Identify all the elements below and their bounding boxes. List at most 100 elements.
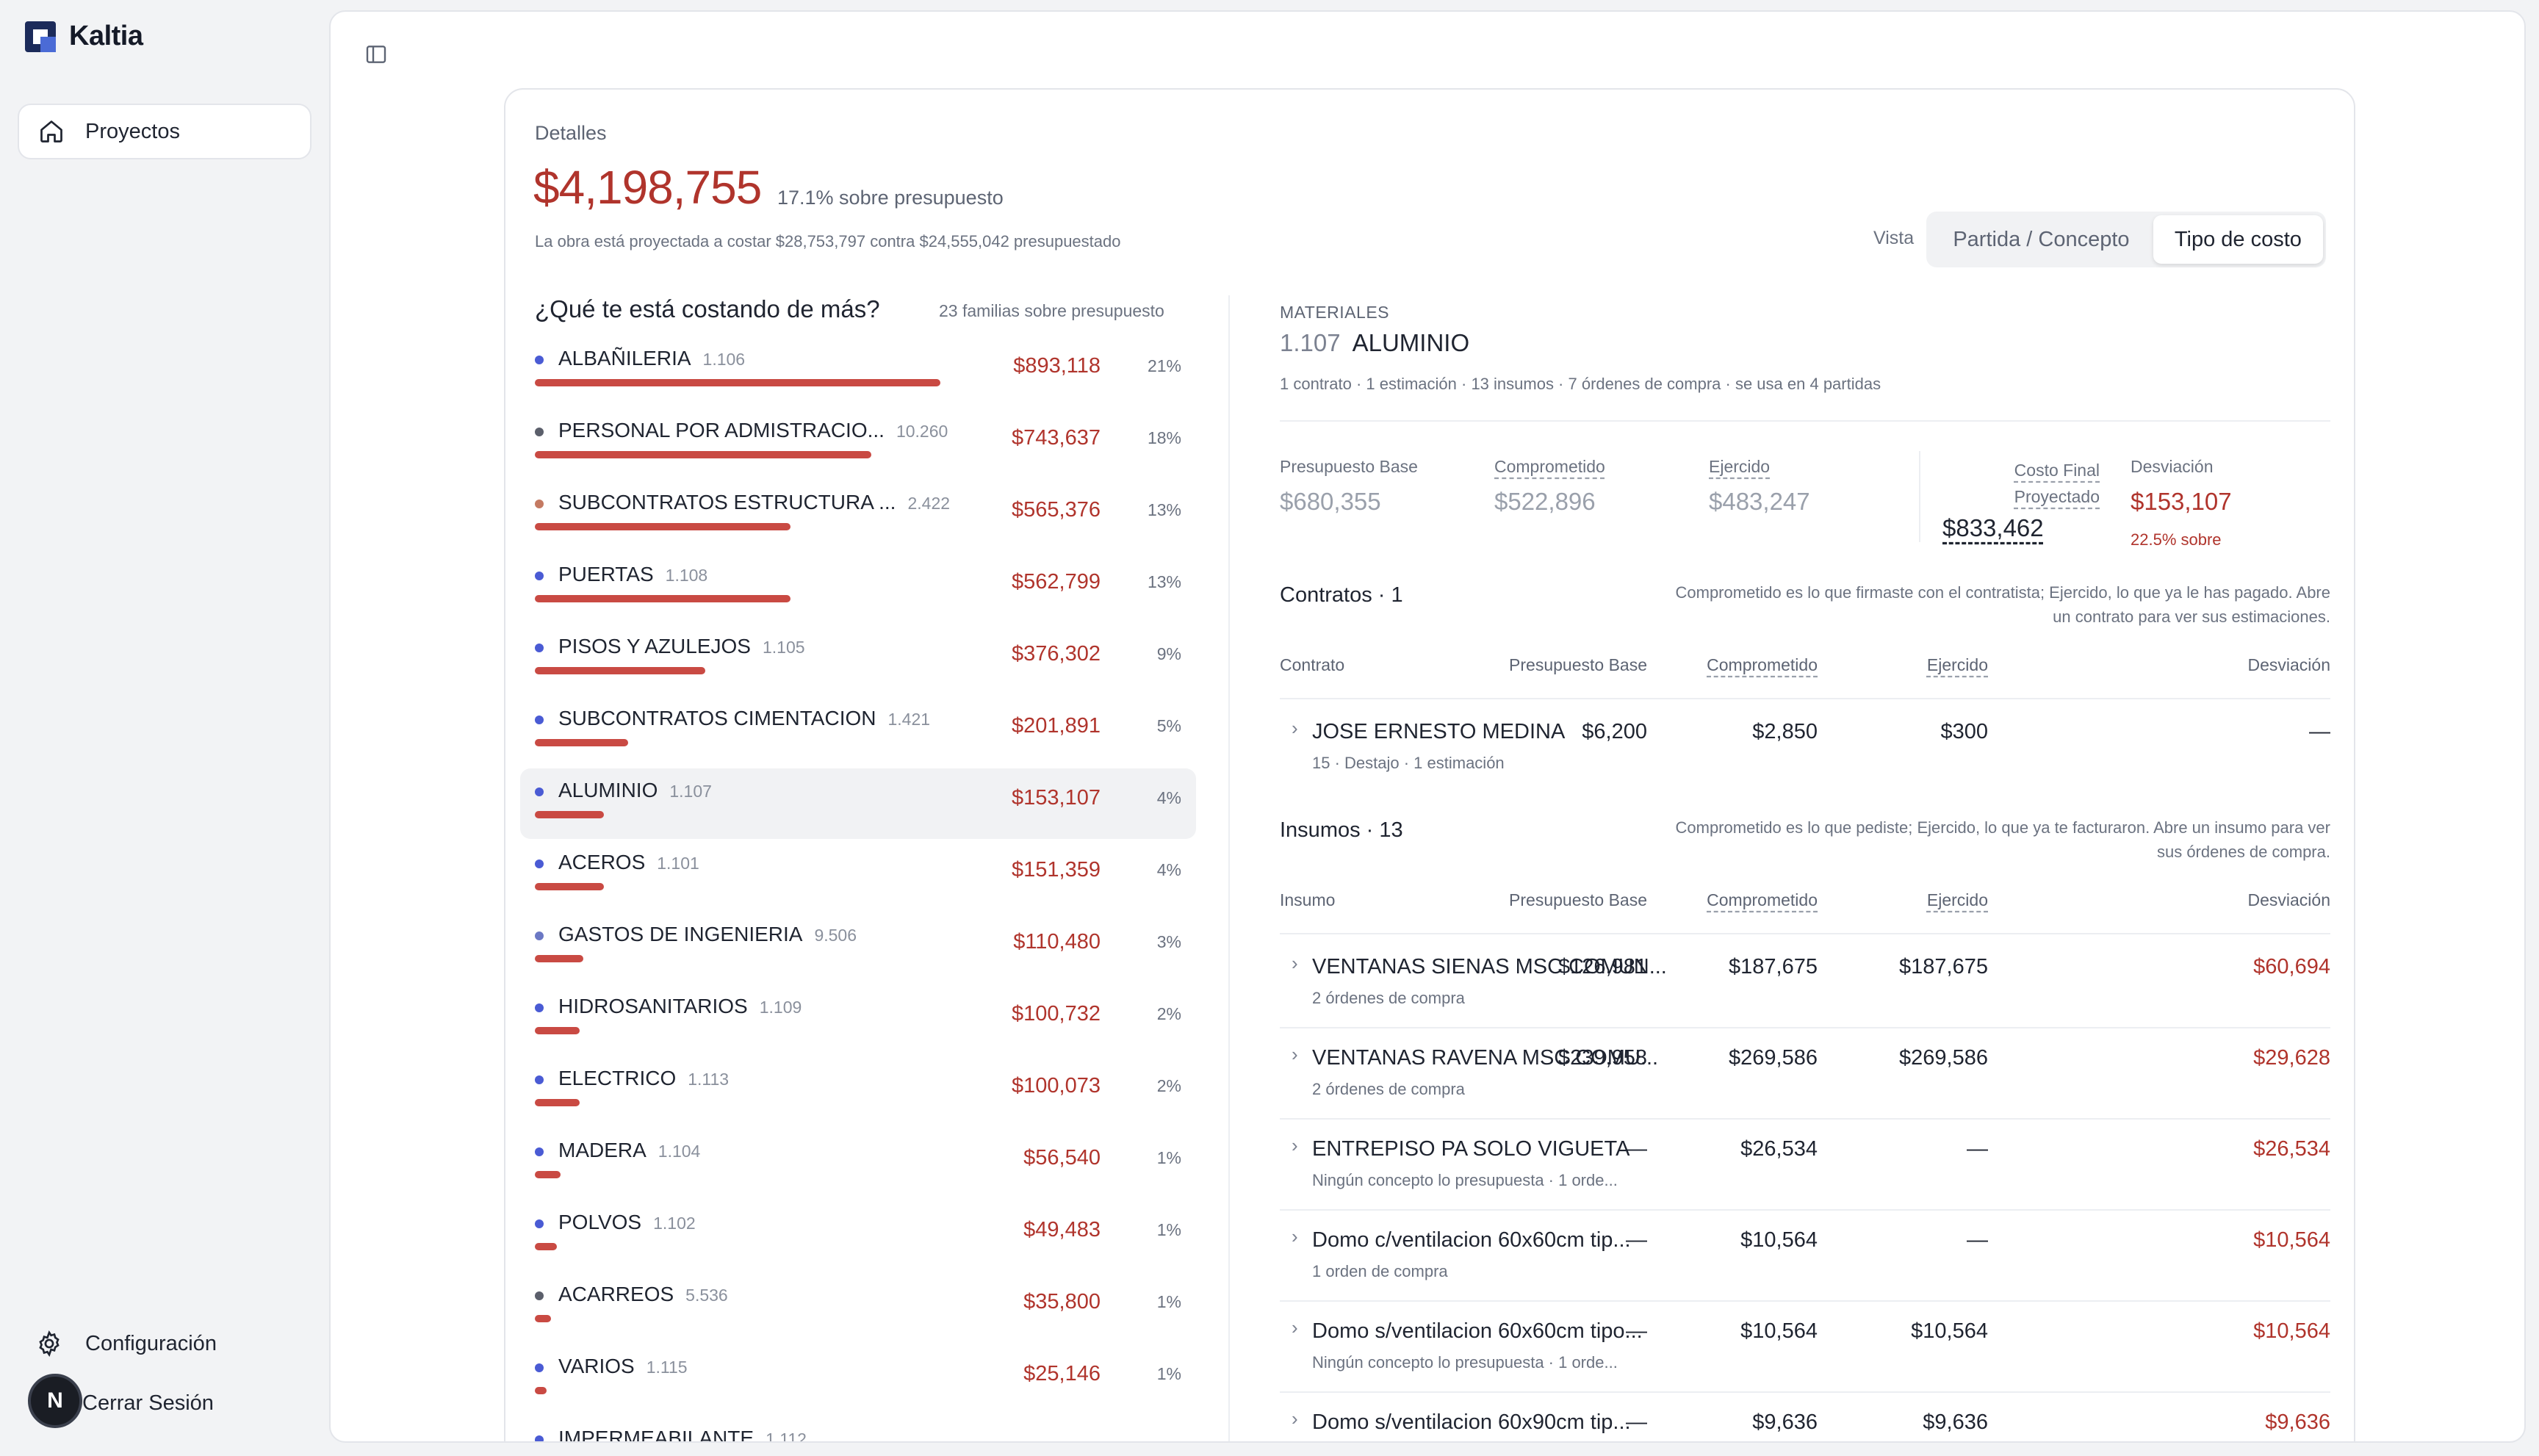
contratos-row-name[interactable]: JOSE ERNESTO MEDINA: [1312, 720, 1566, 743]
insumos-row-ejer: —: [1967, 1228, 1988, 1252]
insumos-row-sub: Ningún concepto lo presupuesta · 1 orde.…: [1312, 1353, 1618, 1372]
family-row[interactable]: PUERTAS 1.108 $562,799 13%: [520, 552, 1196, 623]
divider: [1280, 933, 2330, 934]
family-percent: 9%: [1156, 644, 1181, 663]
family-bar: [535, 739, 628, 746]
family-name-text: ALUMINIO: [558, 779, 658, 801]
insumos-header-2[interactable]: Comprometido: [1707, 890, 1818, 909]
family-name-text: VARIOS: [558, 1355, 635, 1377]
family-row[interactable]: PERSONAL POR ADMISTRACIO... 10.260 $743,63…: [520, 408, 1196, 479]
insumos-row-name[interactable]: ENTREPISO PA SOLO VIGUETA: [1312, 1137, 1630, 1161]
insumos-row-name[interactable]: Domo s/ventilacion 60x90cm tip...: [1312, 1410, 1631, 1434]
family-row[interactable]: ACARREOS 5.536 $35,800 1%: [520, 1272, 1196, 1343]
family-amount: $100,073: [1012, 1074, 1101, 1098]
stat-ejercido-value: $483,247: [1709, 488, 1810, 515]
family-bar: [535, 1171, 561, 1178]
family-name-text: MADERA: [558, 1139, 647, 1161]
contratos-header-4: Desviación: [2247, 655, 2331, 674]
row-divider: [1280, 1027, 2330, 1028]
view-option-tipo-costo[interactable]: Tipo de costo: [2153, 215, 2323, 264]
family-name-text: IMPERMEABILANTE: [558, 1427, 755, 1443]
family-bar: [535, 1027, 580, 1034]
family-name-text: ELECTRICO: [558, 1067, 677, 1089]
stat-ejercido-label[interactable]: Ejercido: [1709, 457, 1771, 476]
family-row[interactable]: IMPERMEABILANTE 1.112: [520, 1416, 1196, 1443]
view-option-partida[interactable]: Partida / Concepto: [1953, 227, 2130, 251]
stat-costo-final-label[interactable]: Costo Final Proyectado: [1982, 457, 2100, 510]
family-amount: $110,480: [1013, 930, 1101, 954]
family-row[interactable]: SUBCONTRATOS CIMENTACION 1.421 $201,891 5%: [520, 696, 1196, 767]
avatar[interactable]: N: [28, 1374, 82, 1428]
family-name: HIDROSANITARIOS 1.109: [558, 995, 802, 1018]
sidebar-item-proyectos[interactable]: Proyectos: [18, 104, 311, 159]
family-amount: $201,891: [1012, 714, 1101, 738]
family-dot: [535, 1291, 544, 1300]
divider: [1280, 420, 2330, 422]
chevron-right-icon[interactable]: ›: [1292, 717, 1298, 739]
chevron-right-icon[interactable]: ›: [1292, 1408, 1298, 1430]
stat-comprometido-label[interactable]: Comprometido: [1494, 457, 1605, 476]
family-name: PISOS Y AZULEJOS 1.105: [558, 635, 805, 658]
family-amount: $153,107: [1012, 786, 1101, 810]
family-amount: $35,800: [1023, 1290, 1101, 1313]
family-row[interactable]: ACEROS 1.101 $151,359 4%: [520, 840, 1196, 911]
chevron-right-icon[interactable]: ›: [1292, 1134, 1298, 1156]
family-row[interactable]: PISOS Y AZULEJOS 1.105 $376,302 9%: [520, 624, 1196, 695]
chevron-right-icon[interactable]: ›: [1292, 952, 1298, 974]
insumos-row-name[interactable]: VENTANAS RAVENA MSC COMU...: [1312, 1046, 1659, 1070]
family-percent: 3%: [1156, 932, 1181, 951]
contratos-header-3[interactable]: Ejercido: [1926, 655, 1988, 674]
insumos-row-ejer: $10,564: [1911, 1319, 1988, 1343]
projected-overrun-total: $4,198,755: [533, 161, 762, 214]
family-code: 5.536: [685, 1286, 728, 1305]
family-row[interactable]: SUBCONTRATOS ESTRUCTURA ... 2.422 $565,376…: [520, 480, 1196, 551]
family-row[interactable]: VARIOS 1.115 $25,146 1%: [520, 1344, 1196, 1415]
contratos-header-1: Presupuesto Base: [1509, 655, 1647, 674]
family-code: 9.506: [814, 926, 857, 945]
insumos-note-line-1: Comprometido es lo que pediste; Ejercido…: [1675, 818, 2331, 837]
insumos-row-name[interactable]: Domo s/ventilacion 60x60cm tipo...: [1312, 1319, 1643, 1343]
family-row[interactable]: POLVOS 1.102 $49,483 1%: [520, 1200, 1196, 1271]
insumos-row-base: —: [1626, 1137, 1647, 1161]
chevron-right-icon[interactable]: ›: [1292, 1316, 1298, 1338]
family-name: VARIOS 1.115: [558, 1355, 688, 1378]
chevron-right-icon[interactable]: ›: [1292, 1225, 1298, 1247]
family-row[interactable]: ALBAÑILERIA 1.106 $893,118 21%: [520, 336, 1196, 407]
insumos-row-ejer: —: [1967, 1137, 1988, 1161]
insumos-header-3[interactable]: Ejercido: [1926, 890, 1988, 909]
family-dot: [535, 500, 544, 508]
material-summary: 1 contrato · 1 estimación · 13 insumos ·…: [1280, 375, 1881, 393]
insumos-row-name[interactable]: Domo c/ventilacion 60x60cm tip...: [1312, 1228, 1631, 1252]
family-row[interactable]: GASTOS DE INGENIERIA 9.506 $110,480 3%: [520, 912, 1196, 983]
family-code: 1.104: [658, 1142, 701, 1161]
view-toggle: Partida / Concepto Tipo de costo: [1926, 212, 2326, 267]
family-row[interactable]: MADERA 1.104 $56,540 1%: [520, 1128, 1196, 1199]
insumos-header-4: Desviación: [2247, 890, 2331, 909]
family-amount: $25,146: [1023, 1362, 1101, 1385]
family-row[interactable]: ALUMINIO 1.107 $153,107 4%: [520, 768, 1196, 839]
family-bar: [535, 595, 790, 602]
insumos-row-sub: Ningún concepto lo presupuesta · 1 orde.…: [1312, 1171, 1618, 1189]
family-bar: [535, 955, 583, 962]
family-dot: [535, 859, 544, 868]
insumos-row-desv: $10,564: [2253, 1319, 2330, 1343]
contratos-header-0: Contrato: [1280, 655, 1345, 674]
family-row[interactable]: HIDROSANITARIOS 1.109 $100,732 2%: [520, 984, 1196, 1055]
family-percent: 1%: [1156, 1220, 1181, 1239]
brand[interactable]: Kaltia: [25, 21, 143, 52]
family-dot: [535, 572, 544, 580]
insumos-title: Insumos · 13: [1280, 818, 1403, 842]
row-divider: [1280, 1209, 2330, 1211]
family-code: 1.105: [762, 638, 805, 657]
family-row[interactable]: ELECTRICO 1.113 $100,073 2%: [520, 1056, 1196, 1127]
family-percent: 4%: [1156, 788, 1181, 807]
sidebar-toggle-icon[interactable]: [364, 43, 388, 66]
logout-button[interactable]: Cerrar Sesión: [82, 1391, 214, 1415]
insumos-row-base: —: [1626, 1319, 1647, 1343]
sidebar-item-configuracion[interactable]: Configuración: [35, 1330, 217, 1358]
main-panel: Detalles $4,198,755 17.1% sobre presupue…: [329, 10, 2526, 1443]
chevron-right-icon[interactable]: ›: [1292, 1043, 1298, 1065]
contratos-header-2[interactable]: Comprometido: [1707, 655, 1818, 674]
insumos-row-name[interactable]: VENTANAS SIENAS MSC COMUN...: [1312, 955, 1667, 979]
family-percent: 13%: [1147, 572, 1181, 591]
